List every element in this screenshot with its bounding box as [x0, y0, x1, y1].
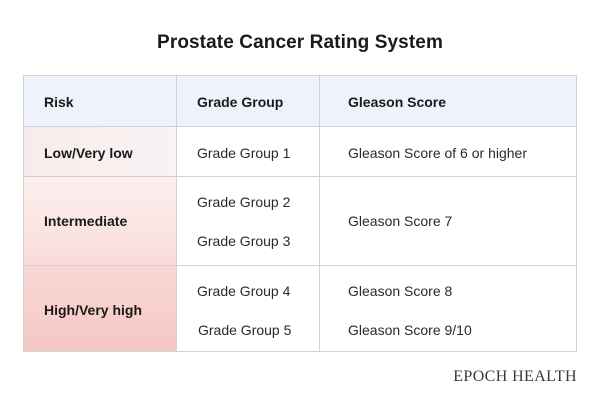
risk-label: High/Very high [44, 302, 143, 318]
gleason-score-label: Gleason Score 9/10 [348, 322, 472, 338]
gleason-score-label: Gleason Score of 6 or higher [348, 145, 527, 161]
grade-group-label: Grade Group 2 [197, 194, 291, 210]
table-row: Low/Very low Grade Group 1 Gleason Score… [24, 127, 576, 177]
header-label-grade-group: Grade Group [197, 94, 284, 110]
gleason-score-label: Gleason Score 8 [348, 283, 453, 299]
risk-label: Low/Very low [44, 145, 133, 161]
grade-group-cell: Grade Group 4 Grade Group 5 [177, 266, 320, 351]
gleason-score-cell: Gleason Score of 6 or higher [320, 127, 576, 176]
page-title: Prostate Cancer Rating System [157, 32, 443, 53]
header-cell-gleason-score: Gleason Score [320, 76, 576, 126]
gleason-score-label: Gleason Score 7 [348, 213, 453, 229]
risk-cell: Low/Very low [24, 127, 177, 176]
grade-group-label: Grade Group 4 [197, 283, 291, 299]
table-row: Intermediate Grade Group 2 Grade Group 3… [24, 177, 576, 266]
grade-group-cell: Grade Group 2 Grade Group 3 [177, 177, 320, 265]
risk-cell: Intermediate [24, 177, 177, 265]
epoch-health-logo: EPOCH HEALTH [453, 368, 577, 385]
grade-group-cell: Grade Group 1 [177, 127, 320, 176]
header-label-gleason-score: Gleason Score [348, 94, 447, 110]
grade-group-label: Grade Group 5 [198, 322, 292, 338]
risk-cell: High/Very high [24, 266, 177, 351]
header-cell-grade-group: Grade Group [177, 76, 320, 126]
grade-group-label: Grade Group 1 [197, 145, 291, 161]
grade-group-label: Grade Group 3 [197, 233, 291, 249]
risk-label: Intermediate [44, 213, 128, 229]
table-header-row: Risk Grade Group Gleason Score [24, 76, 576, 127]
rating-table: Risk Grade Group Gleason Score Low/Very … [23, 75, 577, 352]
header-label-risk: Risk [44, 94, 74, 110]
gleason-score-cell: Gleason Score 7 [320, 177, 576, 265]
header-cell-risk: Risk [24, 76, 177, 126]
table-row: High/Very high Grade Group 4 Grade Group… [24, 266, 576, 351]
gleason-score-cell: Gleason Score 8 Gleason Score 9/10 [320, 266, 576, 351]
